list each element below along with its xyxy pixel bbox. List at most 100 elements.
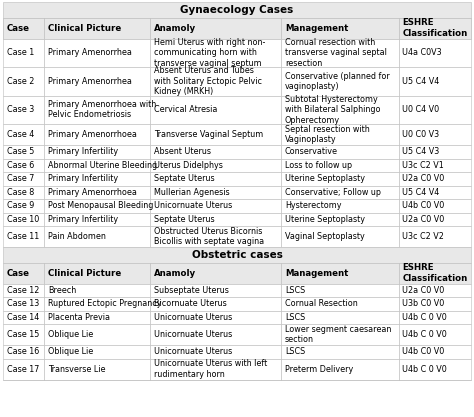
Text: Primary Amenorrhea: Primary Amenorrhea [48,77,132,86]
Text: Vaginal Septoplasty: Vaginal Septoplasty [285,232,365,241]
Bar [150,199,281,213]
Text: Pain Abdomen: Pain Abdomen [48,232,106,241]
Text: Case 3: Case 3 [7,105,34,114]
Bar [44,18,150,38]
Bar [44,262,150,284]
Bar [150,186,281,199]
Text: Primary Infertility: Primary Infertility [48,215,118,224]
Bar [281,297,399,311]
Bar [150,95,281,124]
Text: U4b C 0 V0: U4b C 0 V0 [402,364,447,374]
Bar [44,311,150,324]
Text: Septate Uterus: Septate Uterus [154,174,214,183]
Text: Bicornuate Uterus: Bicornuate Uterus [154,299,227,308]
Text: Unicornuate Uterus: Unicornuate Uterus [154,201,232,210]
Bar [399,213,471,226]
Text: Primary Infertility: Primary Infertility [48,174,118,183]
Bar [281,345,399,359]
Bar [281,262,399,284]
Bar [44,297,150,311]
Bar [3,18,471,38]
Text: Unicornuate Uterus: Unicornuate Uterus [154,313,232,322]
Text: ESHRE
Classification: ESHRE Classification [402,263,468,283]
Text: U3b C0 V0: U3b C0 V0 [402,299,445,308]
Text: Loss to follow up: Loss to follow up [285,161,352,170]
Text: U4b C0 V0: U4b C0 V0 [402,201,445,210]
Bar [3,311,44,324]
Bar [399,324,471,345]
Bar [399,262,471,284]
Text: U0 C4 V0: U0 C4 V0 [402,105,439,114]
Bar [150,124,281,145]
Bar [44,38,150,67]
Text: Absent Uterus: Absent Uterus [154,147,211,156]
Bar [150,297,281,311]
Bar [3,124,44,145]
Bar [150,284,281,297]
Text: Primary Amenorrhoea with
Pelvic Endometriosis: Primary Amenorrhoea with Pelvic Endometr… [48,100,156,119]
Text: Conservative; Follow up: Conservative; Follow up [285,188,381,197]
Text: Abnormal Uterine Bleeding: Abnormal Uterine Bleeding [48,161,157,170]
Text: Conservative (planned for
vaginoplasty): Conservative (planned for vaginoplasty) [285,72,390,91]
Text: Case 6: Case 6 [7,161,34,170]
Text: Primary Amenorrhoea: Primary Amenorrhoea [48,188,137,197]
Text: U4a C0V3: U4a C0V3 [402,48,442,57]
Text: Clinical Picture: Clinical Picture [48,269,121,277]
Bar [281,18,399,38]
Bar [281,213,399,226]
Text: Unicornuate Uterus: Unicornuate Uterus [154,347,232,356]
Bar [3,67,44,95]
Text: U5 C4 V4: U5 C4 V4 [402,188,440,197]
Text: Transverse Lie: Transverse Lie [48,364,106,374]
Text: Lower segment caesarean
section: Lower segment caesarean section [285,325,392,344]
Text: Cornual Resection: Cornual Resection [285,299,358,308]
Text: U4b C 0 V0: U4b C 0 V0 [402,313,447,322]
Text: U3c C2 V1: U3c C2 V1 [402,161,444,170]
Text: Uterus Didelphys: Uterus Didelphys [154,161,223,170]
Bar [44,67,150,95]
Bar [150,226,281,247]
Bar [399,124,471,145]
Bar [150,213,281,226]
Text: Case: Case [7,23,30,33]
Bar [44,158,150,172]
Text: Septate Uterus: Septate Uterus [154,215,214,224]
Text: Cervical Atresia: Cervical Atresia [154,105,217,114]
Bar [281,199,399,213]
Text: Oblique Lie: Oblique Lie [48,330,93,339]
Bar [3,247,471,262]
Text: Primary Infertility: Primary Infertility [48,147,118,156]
Bar [399,145,471,158]
Bar [3,213,44,226]
Bar [281,145,399,158]
Text: Mullerian Agenesis: Mullerian Agenesis [154,188,229,197]
Bar [44,226,150,247]
Bar [281,158,399,172]
Text: Case 4: Case 4 [7,130,34,139]
Bar [150,158,281,172]
Text: Anamoly: Anamoly [154,23,196,33]
Text: LSCS: LSCS [285,313,305,322]
Bar [3,324,44,345]
Text: Primary Amenorrhea: Primary Amenorrhea [48,48,132,57]
Bar [399,172,471,186]
Text: U4b C0 V0: U4b C0 V0 [402,347,445,356]
Text: Case 17: Case 17 [7,364,39,374]
Bar [3,186,44,199]
Text: Transverse Vaginal Septum: Transverse Vaginal Septum [154,130,263,139]
Bar [3,2,471,18]
Bar [281,186,399,199]
Text: Cornual resection with
transverse vaginal septal
resection: Cornual resection with transverse vagina… [285,38,387,68]
Text: Case 14: Case 14 [7,313,39,322]
Text: Subseptate Uterus: Subseptate Uterus [154,286,228,295]
Bar [150,359,281,379]
Text: U2a C0 V0: U2a C0 V0 [402,174,445,183]
Text: Primary Amenorrhoea: Primary Amenorrhoea [48,130,137,139]
Text: Unicornuate Uterus: Unicornuate Uterus [154,330,232,339]
Bar [399,95,471,124]
Text: U5 C4 V3: U5 C4 V3 [402,147,440,156]
Text: U4b C 0 V0: U4b C 0 V0 [402,330,447,339]
Text: Case 7: Case 7 [7,174,34,183]
Bar [399,38,471,67]
Bar [150,262,281,284]
